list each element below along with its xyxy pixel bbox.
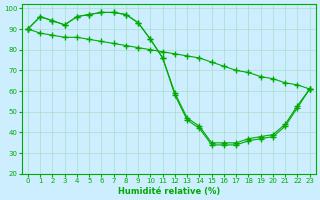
X-axis label: Humidité relative (%): Humidité relative (%): [118, 187, 220, 196]
